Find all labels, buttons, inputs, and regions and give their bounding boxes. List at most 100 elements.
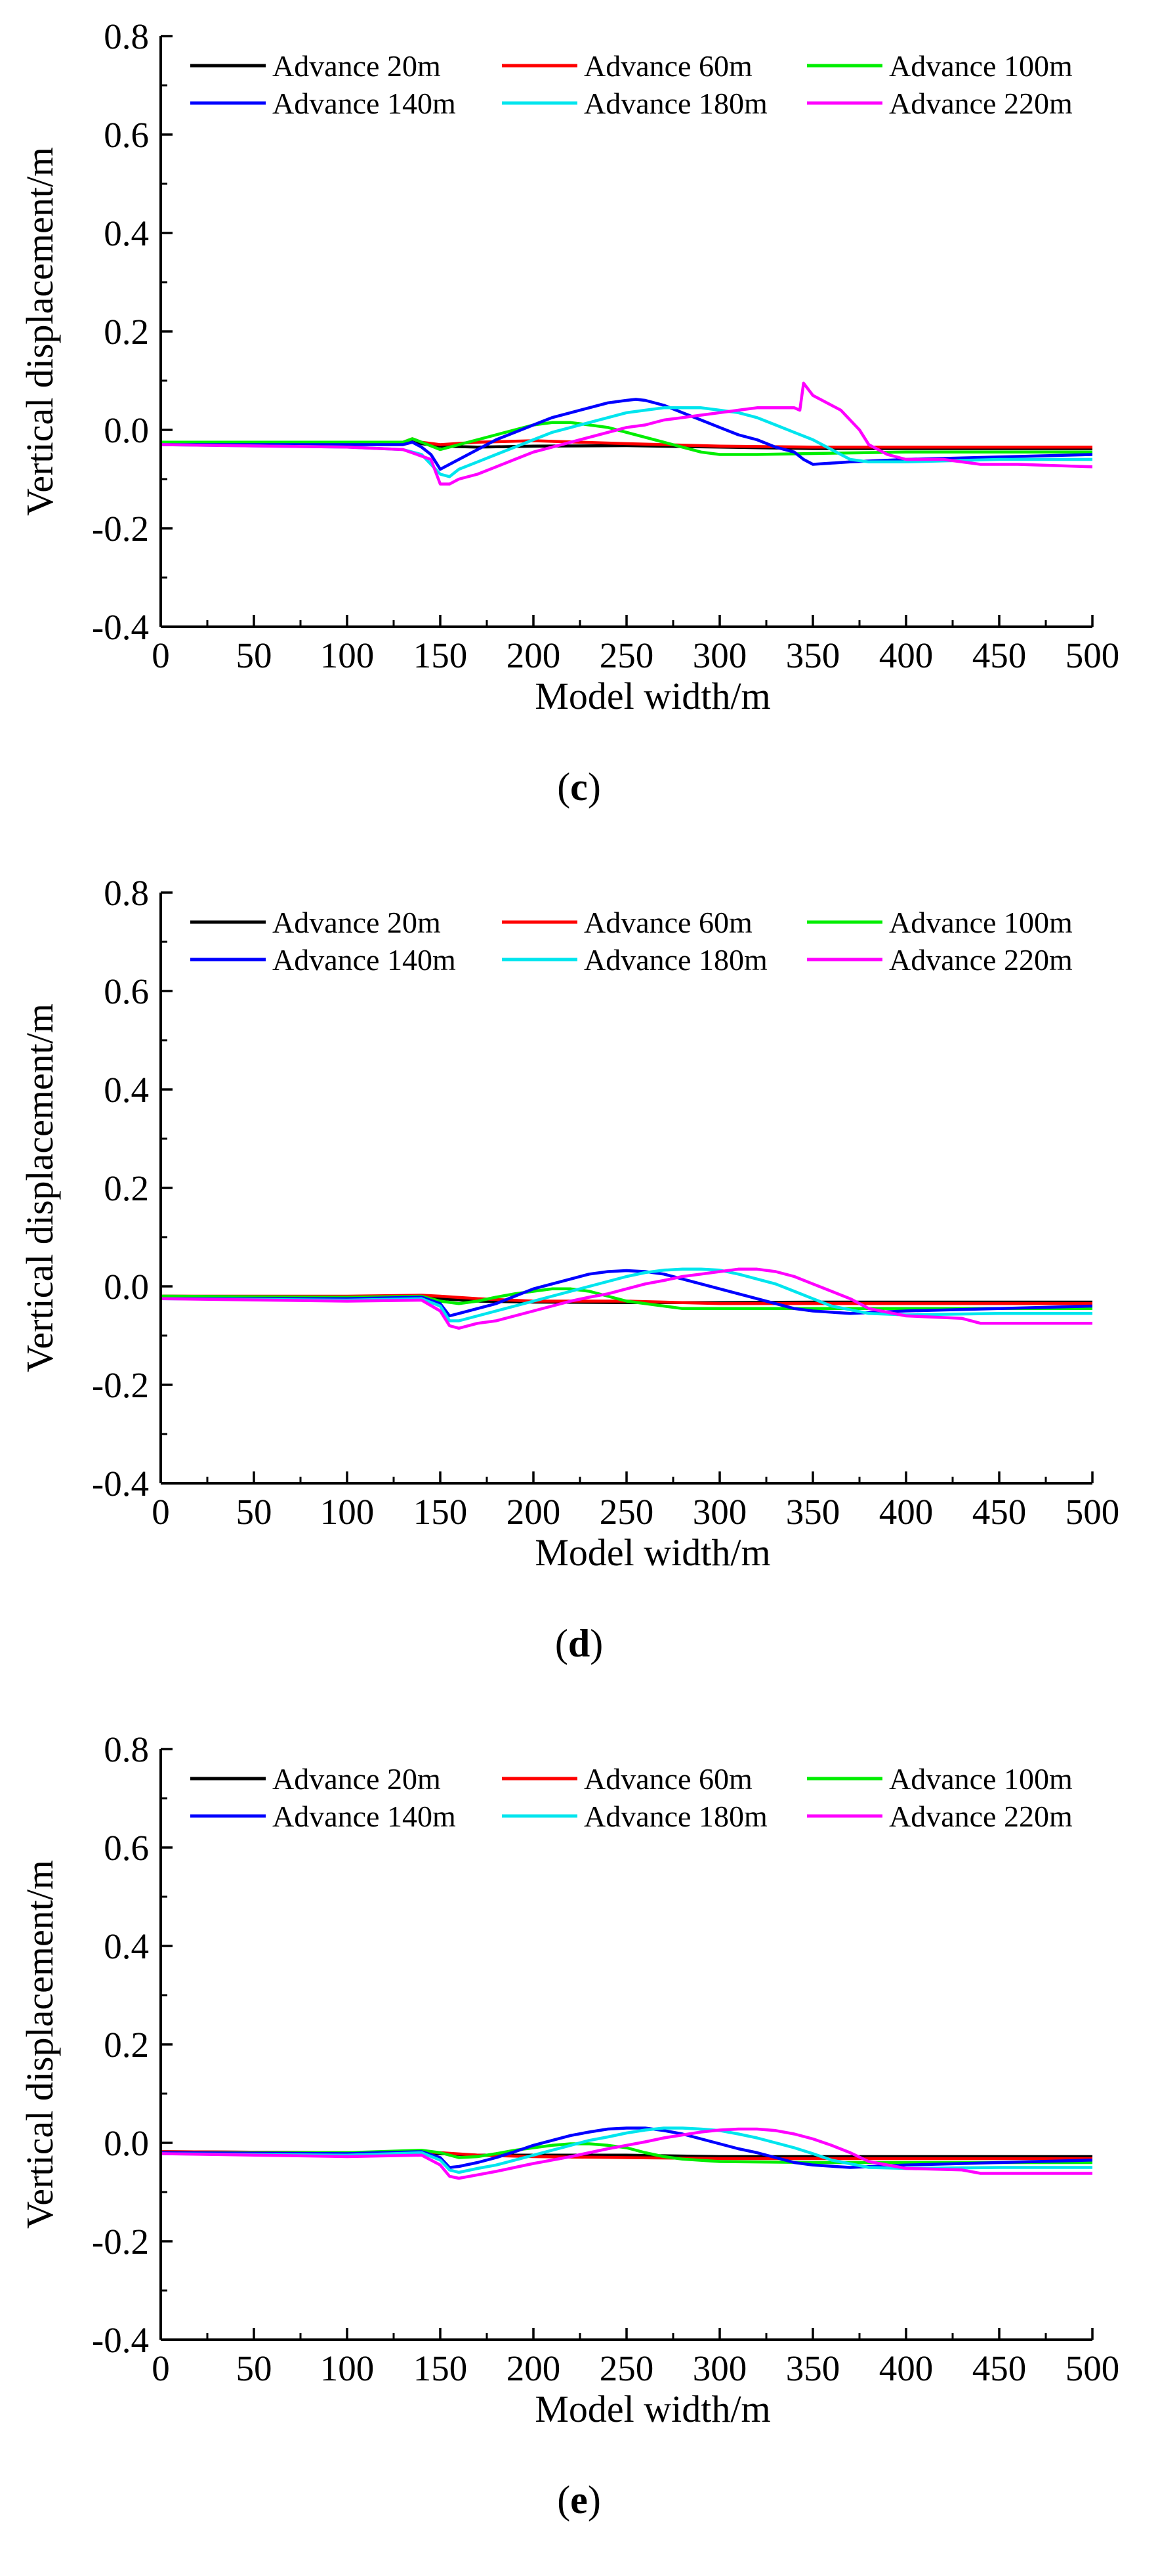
y-axis-title: Vertical displacement/m bbox=[18, 147, 61, 516]
series-line-advance-180m bbox=[161, 1267, 1092, 1322]
y-tick-label: 0.6 bbox=[104, 115, 149, 155]
x-tick-label: 300 bbox=[693, 635, 747, 675]
chart-panel-c: 0 50 100 150 200 250 300 350 400 450 500 -0.4 -0.2 0.… bbox=[0, 0, 1158, 853]
series-group bbox=[161, 2126, 1092, 2180]
caption-letter: d bbox=[568, 1622, 590, 1665]
x-tick-label: 150 bbox=[413, 1492, 468, 1532]
x-tick-label: 250 bbox=[600, 635, 654, 675]
x-tick-label: 100 bbox=[320, 2348, 375, 2388]
y-tick-label: 0.8 bbox=[104, 1729, 149, 1769]
y-tick-label: 0.8 bbox=[104, 873, 149, 913]
y-tick-label: -0.4 bbox=[92, 1464, 149, 1504]
x-tick-label: 100 bbox=[320, 1492, 375, 1532]
y-tick-label: 0.6 bbox=[104, 1828, 149, 1868]
legend-label: Advance 100m bbox=[889, 906, 1073, 939]
y-axis-title: Vertical displacement/m bbox=[18, 1860, 61, 2229]
legend: Advance 20m Advance 60m Advance 100m Advanc… bbox=[178, 1756, 1092, 1836]
y-tick-label: 0.0 bbox=[104, 410, 149, 450]
caption-letter: e bbox=[570, 2478, 588, 2522]
x-tick-label: 0 bbox=[152, 635, 170, 675]
caption-d: (d) bbox=[0, 1621, 1158, 1666]
legend: Advance 20m Advance 60m Advance 100m Advanc… bbox=[178, 899, 1092, 979]
legend-label: Advance 180m bbox=[584, 1800, 768, 1833]
legend-label: Advance 60m bbox=[584, 1762, 753, 1796]
x-tick-label: 0 bbox=[152, 1492, 170, 1532]
x-tick-label: 100 bbox=[320, 635, 375, 675]
x-axis-title: Model width/m bbox=[535, 1531, 770, 1574]
caption-open-paren: ( bbox=[554, 1622, 568, 1665]
caption-close-paren: ) bbox=[590, 1622, 604, 1665]
y-tick-label: 0.2 bbox=[104, 312, 149, 352]
series-line-advance-140m bbox=[161, 398, 1092, 471]
x-tick-label: 300 bbox=[693, 2348, 747, 2388]
y-tick-label: 0.0 bbox=[104, 2123, 149, 2163]
y-tick-label: -0.4 bbox=[92, 607, 149, 647]
series-line-advance-220m bbox=[161, 2127, 1092, 2180]
chart-c-svg: 0 50 100 150 200 250 300 350 400 450 500 -0.4 -0.2 0.… bbox=[18, 16, 1120, 717]
x-tick-label: 50 bbox=[236, 635, 272, 675]
y-tick-label: 0.6 bbox=[104, 971, 149, 1011]
x-tick-label: 250 bbox=[600, 2348, 654, 2388]
y-tick-label: -0.2 bbox=[92, 2222, 149, 2262]
series-group bbox=[161, 381, 1092, 486]
x-tick-label: 300 bbox=[693, 1492, 747, 1532]
legend-label: Advance 220m bbox=[889, 943, 1073, 977]
x-tick-label: 0 bbox=[152, 2348, 170, 2388]
x-tick-label: 500 bbox=[1065, 1492, 1120, 1532]
y-tick-label: 0.4 bbox=[104, 1070, 149, 1110]
chart-panel-d: 0 50 100 150 200 250 300 350 400 450 500 -0.4 -0.2 0.… bbox=[0, 856, 1158, 1710]
x-tick-label: 200 bbox=[507, 1492, 561, 1532]
x-tick-label: 150 bbox=[413, 2348, 468, 2388]
legend-box bbox=[178, 1756, 1092, 1836]
y-tick-label: 0.0 bbox=[104, 1267, 149, 1307]
legend-label: Advance 100m bbox=[889, 49, 1073, 83]
y-tick-label: 0.2 bbox=[104, 2025, 149, 2065]
x-tick-label: 400 bbox=[879, 635, 934, 675]
legend-label: Advance 220m bbox=[889, 1800, 1073, 1833]
caption-open-paren: ( bbox=[557, 2478, 571, 2522]
series-line-advance-100m bbox=[161, 1287, 1092, 1311]
legend: Advance 20m Advance 60m Advance 100m Advanc… bbox=[178, 43, 1092, 123]
caption-close-paren: ) bbox=[587, 2478, 601, 2522]
legend-box bbox=[178, 899, 1092, 979]
legend-label: Advance 100m bbox=[889, 1762, 1073, 1796]
caption-e: (e) bbox=[0, 2478, 1158, 2523]
series-group bbox=[161, 1267, 1092, 1330]
caption-close-paren: ) bbox=[587, 765, 601, 809]
x-tick-label: 200 bbox=[507, 2348, 561, 2388]
series-line-advance-180m bbox=[161, 2126, 1092, 2174]
x-axis-title: Model width/m bbox=[535, 2388, 770, 2430]
x-tick-label: 200 bbox=[507, 635, 561, 675]
legend-label: Advance 220m bbox=[889, 87, 1073, 120]
legend-label: Advance 180m bbox=[584, 943, 768, 977]
x-tick-label: 50 bbox=[236, 1492, 272, 1532]
x-tick-label: 450 bbox=[972, 635, 1027, 675]
y-tick-label: -0.2 bbox=[92, 509, 149, 549]
legend-box bbox=[178, 43, 1092, 123]
legend-label: Advance 140m bbox=[272, 87, 456, 120]
legend-label: Advance 20m bbox=[272, 906, 441, 939]
x-tick-label: 150 bbox=[413, 635, 468, 675]
series-line-advance-220m bbox=[161, 1267, 1092, 1330]
y-tick-label: 0.4 bbox=[104, 1926, 149, 1966]
y-tick-label: -0.4 bbox=[92, 2320, 149, 2360]
x-tick-label: 450 bbox=[972, 2348, 1027, 2388]
legend-label: Advance 140m bbox=[272, 1800, 456, 1833]
chart-panel-e: 0 50 100 150 200 250 300 350 400 450 500 -0.4 -0.2 0.… bbox=[0, 1713, 1158, 2566]
legend-label: Advance 140m bbox=[272, 943, 456, 977]
chart-e-svg: 0 50 100 150 200 250 300 350 400 450 500 -0.4 -0.2 0.… bbox=[18, 1729, 1119, 2430]
x-tick-label: 350 bbox=[786, 635, 840, 675]
legend-label: Advance 20m bbox=[272, 49, 441, 83]
x-tick-label: 400 bbox=[879, 1492, 934, 1532]
legend-label: Advance 20m bbox=[272, 1762, 441, 1796]
series-line-advance-180m bbox=[161, 406, 1092, 478]
legend-label: Advance 60m bbox=[584, 49, 753, 83]
legend-label: Advance 180m bbox=[584, 87, 768, 120]
caption-letter: c bbox=[570, 765, 588, 809]
x-tick-label: 500 bbox=[1065, 635, 1120, 675]
series-line-advance-140m bbox=[161, 1269, 1092, 1318]
caption-open-paren: ( bbox=[557, 765, 571, 809]
y-tick-label: 0.4 bbox=[104, 213, 149, 253]
y-tick-label: 0.2 bbox=[104, 1168, 149, 1208]
series-line-advance-140m bbox=[161, 2126, 1092, 2169]
